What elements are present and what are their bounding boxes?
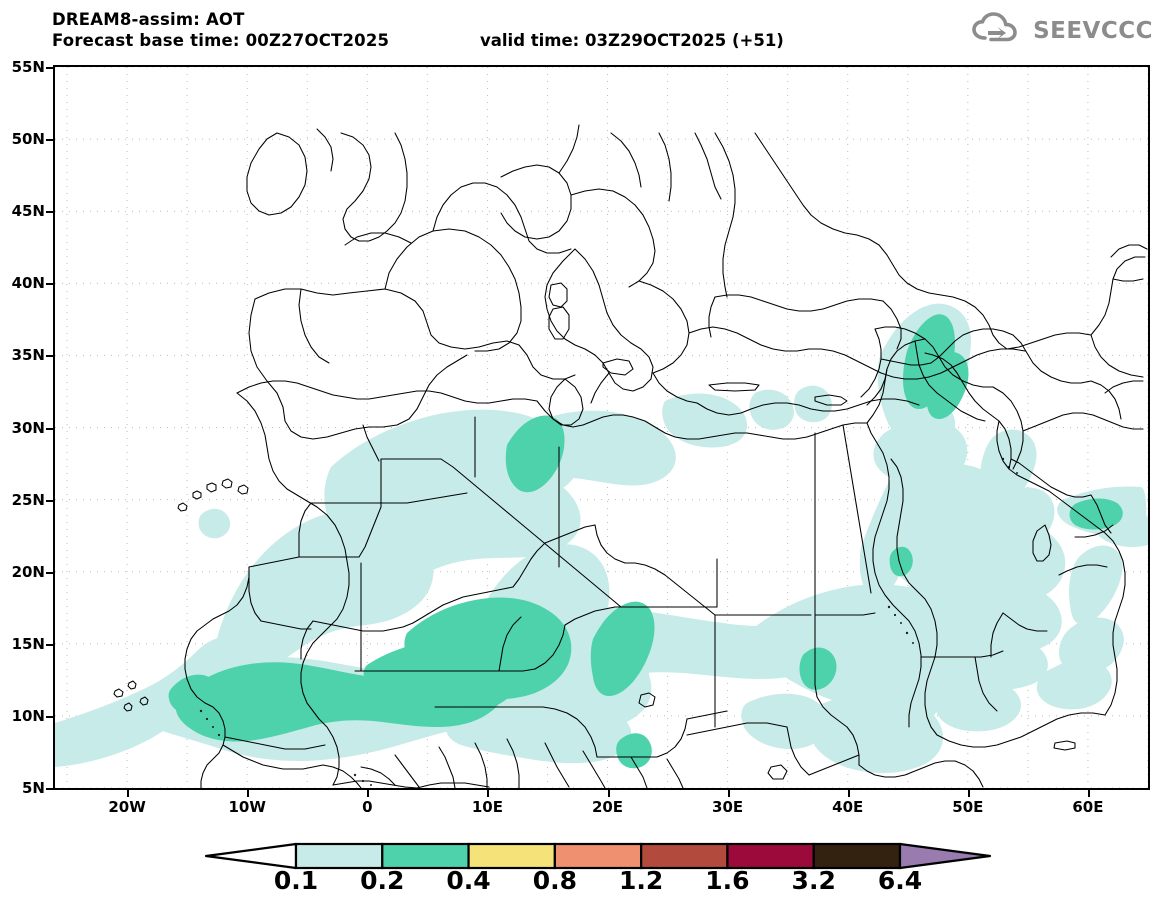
y-axis-tick-label: 15N (11, 634, 45, 653)
x-axis-tick-label: 10W (228, 798, 266, 816)
colorbar-tick-label: 0.1 (273, 866, 319, 895)
colorbar-over-arrow (898, 842, 992, 870)
x-axis-tick (367, 790, 370, 797)
x-axis-tick (1087, 790, 1090, 797)
map-plot-area (53, 65, 1150, 790)
colorbar-tick-label: 6.4 (877, 866, 923, 895)
chart-header: DREAM8-assim: AOT Forecast base time: 00… (0, 0, 1165, 62)
y-axis-tick (46, 715, 53, 718)
x-axis-tick-label: 20W (108, 798, 146, 816)
y-axis-tick-label: 20N (11, 562, 45, 581)
colorbar-tick-label: 1.6 (705, 866, 750, 895)
y-axis-tick-label: 45N (11, 202, 45, 221)
y-axis-tick (46, 67, 53, 69)
y-axis-tick-label: 5N (22, 779, 45, 797)
seevccc-logo: SEEVCCC (971, 12, 1153, 50)
colorbar-band (294, 842, 384, 870)
colorbar-tick-label: 3.2 (791, 866, 836, 895)
x-axis-tick (727, 790, 730, 797)
y-axis-tick-label: 50N (11, 130, 45, 149)
x-axis-tick (607, 790, 610, 797)
x-axis-tick (247, 790, 250, 797)
x-axis-tick-label: 40E (832, 798, 864, 816)
colorbar: 0.1 0.2 0.4 0.8 1.2 1.6 3.2 6.4 (0, 838, 1165, 900)
colorbar-tick-label: 1.2 (618, 866, 664, 895)
colorbar-band (640, 842, 729, 870)
x-axis-tick-label: 50E (952, 798, 984, 816)
y-axis-tick-label: 25N (11, 490, 45, 509)
y-axis-tick (46, 355, 53, 358)
x-axis-tick-label: 20E (591, 798, 624, 816)
y-axis-tick-label: 40N (11, 274, 45, 293)
forecast-base-time: Forecast base time: 00Z27OCT2025 (52, 31, 390, 50)
colorbar-graphic (204, 842, 992, 870)
aot-map (55, 67, 1148, 788)
x-axis-tick-label: 0 (362, 798, 373, 816)
colorbar-band (381, 842, 470, 870)
cloud-wind-icon (971, 12, 1027, 50)
x-axis-tick (127, 790, 130, 797)
y-axis-tick (46, 211, 53, 214)
x-axis-tick-label: 10E (471, 798, 503, 816)
valid-time: valid time: 03Z29OCT2025 (+51) (480, 31, 784, 50)
logo-wordmark: SEEVCCC (1033, 18, 1153, 44)
y-axis-tick (46, 643, 53, 646)
y-axis-tick (46, 427, 53, 430)
x-axis-tick-label: 60E (1072, 798, 1104, 816)
y-axis-tick (46, 283, 53, 286)
y-axis-tick-label: 55N (11, 58, 45, 76)
colorbar-band (812, 842, 902, 870)
model-title: DREAM8-assim: AOT (52, 10, 245, 29)
x-axis-tick (847, 790, 850, 797)
colorbar-under-arrow (204, 842, 298, 870)
colorbar-band (726, 842, 815, 870)
colorbar-band (467, 842, 556, 870)
y-axis-tick-label: 30N (11, 418, 45, 437)
y-axis-tick (46, 139, 53, 142)
x-axis-tick-label: 30E (712, 798, 744, 816)
colorbar-tick-label: 0.8 (532, 866, 577, 895)
y-axis-tick-label: 10N (11, 706, 45, 725)
colorbar-band (553, 842, 643, 870)
x-axis-tick (967, 790, 970, 797)
y-axis-tick (46, 571, 53, 574)
x-axis-tick (487, 790, 490, 797)
colorbar-tick-label: 0.2 (360, 866, 405, 895)
colorbar-tick-label: 0.4 (446, 866, 491, 895)
y-axis-tick (46, 499, 53, 502)
y-axis-tick-label: 35N (11, 346, 45, 365)
y-axis-tick (46, 788, 53, 790)
